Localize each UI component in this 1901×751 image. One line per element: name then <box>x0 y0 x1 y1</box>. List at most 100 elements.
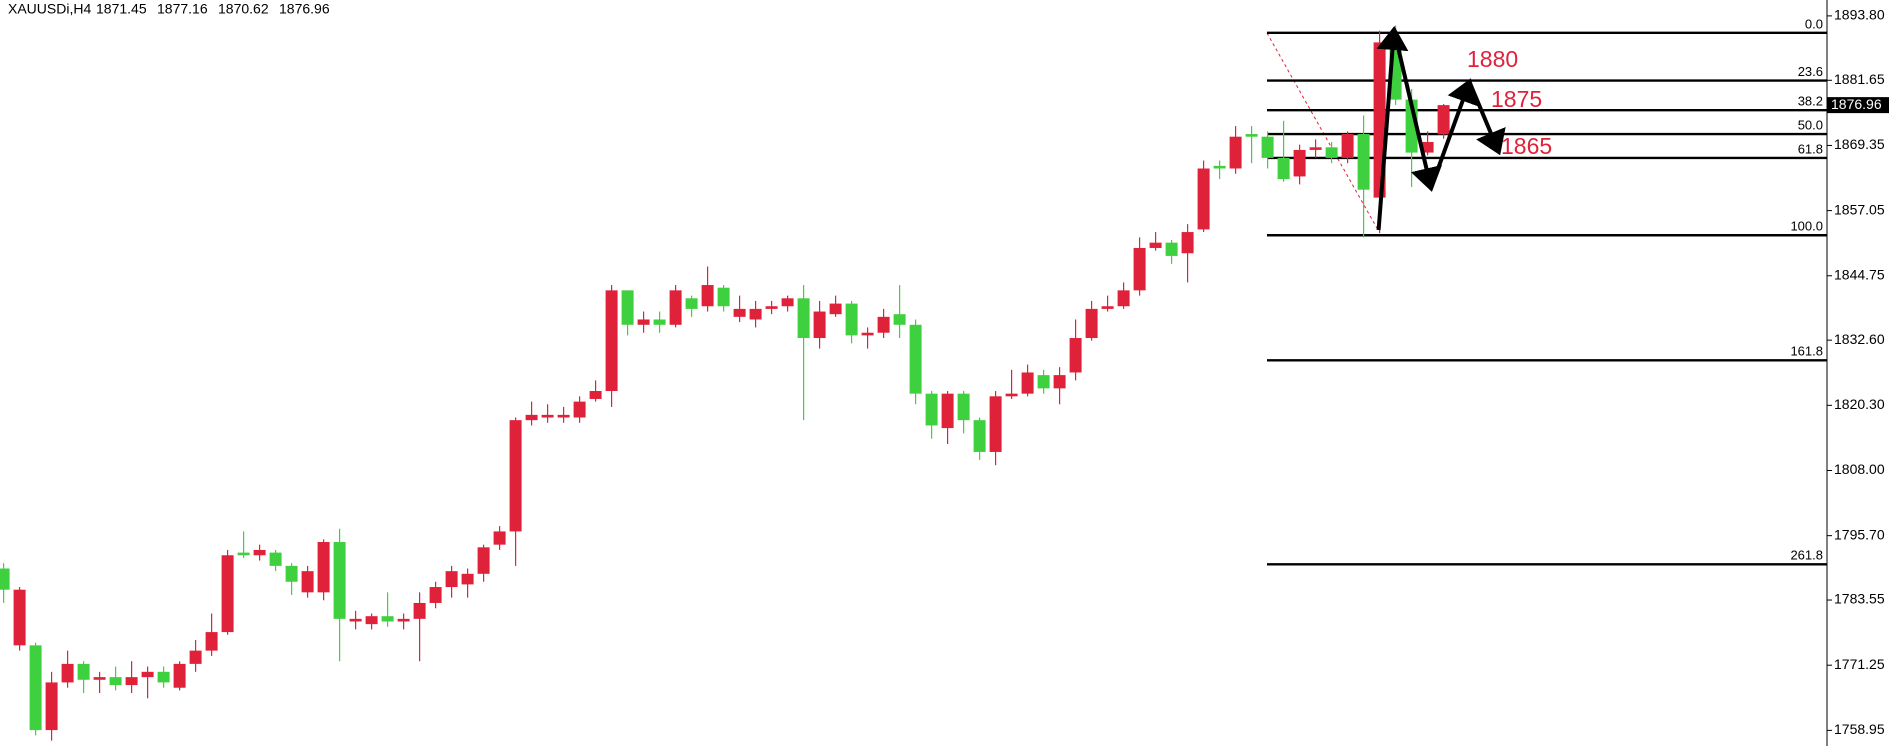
candle-body <box>941 393 954 429</box>
y-tick-label: 1758.95 <box>1834 721 1885 737</box>
candle-body <box>621 290 634 325</box>
candle-body <box>1165 242 1178 256</box>
candle-body <box>573 401 586 418</box>
candle-body <box>845 303 858 336</box>
candle-body <box>125 677 138 686</box>
candle-body <box>957 393 970 421</box>
candle-body <box>13 589 26 646</box>
projection-arrow <box>1429 78 1478 189</box>
candle-body <box>749 308 762 320</box>
candle-body <box>781 298 794 307</box>
candle-body <box>685 298 698 309</box>
candle-body <box>717 287 730 307</box>
projection-arrow <box>1392 29 1443 192</box>
current-price-box <box>1827 97 1889 114</box>
candle-body <box>301 571 314 593</box>
projection-arrow <box>1376 26 1409 231</box>
candle-body <box>989 396 1002 452</box>
candle-body <box>173 663 186 688</box>
candle-body <box>765 306 778 309</box>
symbol: XAUUSDi,H4 <box>8 1 91 17</box>
candle-body <box>1277 157 1290 180</box>
candle-body <box>1069 338 1082 373</box>
candle-body <box>1021 372 1034 394</box>
candle-body <box>813 311 826 339</box>
fib-label: 61.8 <box>1798 141 1823 156</box>
y-tick-label: 1771.25 <box>1834 656 1885 672</box>
candle-body <box>1341 134 1354 158</box>
candle-body <box>477 547 490 574</box>
candle-body <box>45 682 58 731</box>
candle-body <box>1133 247 1146 291</box>
candle-body <box>893 314 906 325</box>
candle-body <box>349 618 362 622</box>
candle-body <box>605 290 618 392</box>
candle-body <box>0 568 10 590</box>
candle-body <box>1245 134 1258 137</box>
candle-body <box>381 616 394 622</box>
y-tick-label: 1820.30 <box>1834 396 1885 412</box>
header-value: 1877.16 <box>157 1 208 17</box>
candle-body <box>365 616 378 625</box>
fib-label: 23.6 <box>1798 64 1823 79</box>
y-tick-label: 1795.70 <box>1834 526 1885 542</box>
candle-body <box>445 571 458 588</box>
candle-body <box>909 324 922 394</box>
candle-body <box>269 552 282 566</box>
candle-body <box>973 420 986 452</box>
candle-body <box>1325 147 1338 158</box>
candle-body <box>733 308 746 317</box>
current-price: 1876.96 <box>1831 96 1882 112</box>
candle-body <box>1309 147 1322 150</box>
candle-body <box>237 552 250 556</box>
candle-body <box>61 663 74 683</box>
candle-body <box>861 332 874 336</box>
y-tick-label: 1808.00 <box>1834 461 1885 477</box>
candle-body <box>1421 141 1434 153</box>
candle-body <box>397 618 410 622</box>
candle-body <box>1037 375 1050 389</box>
candle-body <box>701 285 714 307</box>
candle-body <box>189 650 202 664</box>
candle-body <box>1261 136 1274 158</box>
candle-body <box>525 414 538 421</box>
candle-body <box>493 531 506 545</box>
header-value: 1876.96 <box>279 1 330 17</box>
candle-body <box>29 645 42 731</box>
fib-label: 261.8 <box>1790 548 1823 563</box>
candle-body <box>1101 306 1114 309</box>
y-tick-label: 1893.80 <box>1834 7 1885 23</box>
candle-body <box>93 677 106 680</box>
candle-body <box>141 671 154 678</box>
header-value: 1871.45 <box>96 1 147 17</box>
candle-body <box>669 290 682 325</box>
candle-body <box>461 573 474 585</box>
candle-body <box>1197 168 1210 230</box>
candle-body <box>509 420 522 532</box>
candle-body <box>637 319 650 325</box>
candle-body <box>1005 393 1018 397</box>
candle-body <box>653 319 666 325</box>
candle-body <box>589 391 602 399</box>
candle-body <box>429 587 442 603</box>
candle-body <box>877 316 890 333</box>
candle-body <box>1213 165 1226 169</box>
fib-label: 0.0 <box>1805 16 1823 31</box>
header-value: 1870.62 <box>218 1 269 17</box>
fib-label: 100.0 <box>1790 219 1823 234</box>
candle-body <box>1053 375 1066 389</box>
y-tick-label: 1783.55 <box>1834 591 1885 607</box>
candle-body <box>253 549 266 556</box>
candle-body <box>285 565 298 582</box>
candle-body <box>157 671 170 683</box>
candle-body <box>1117 290 1130 307</box>
candle-body <box>797 298 810 339</box>
candle-body <box>1149 242 1162 248</box>
price-annotation: 1875 <box>1491 86 1542 112</box>
y-tick-label: 1881.65 <box>1834 71 1885 87</box>
candle-body <box>1437 105 1450 135</box>
candle-body <box>77 663 90 680</box>
y-tick-label: 1844.75 <box>1834 266 1885 282</box>
